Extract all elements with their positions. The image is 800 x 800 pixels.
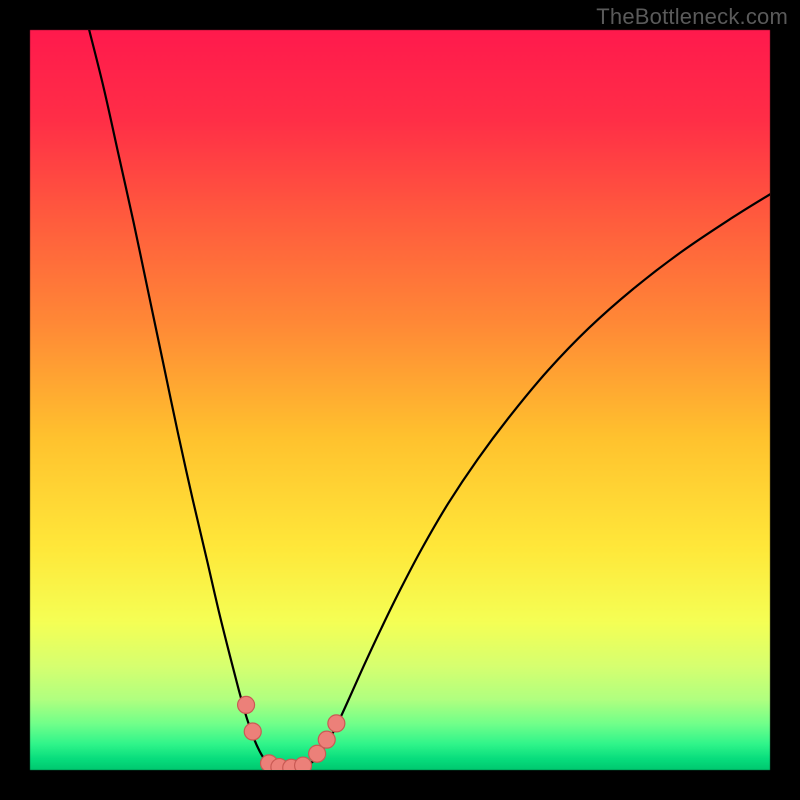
chart-stage: TheBottleneck.com [0,0,800,800]
gradient-background [0,0,800,800]
